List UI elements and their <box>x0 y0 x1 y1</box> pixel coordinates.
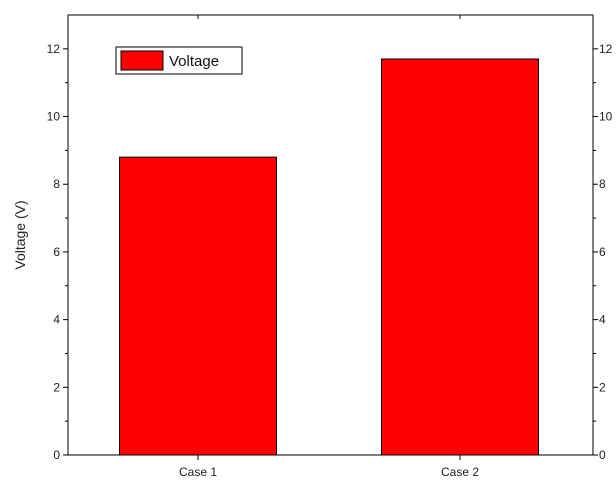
legend: Voltage <box>115 46 243 75</box>
right-tick-label: 2 <box>599 380 606 394</box>
right-axis-ticks: 0 2 4 6 8 10 12 <box>593 42 613 462</box>
legend-swatch <box>120 50 164 71</box>
left-tick-label: 4 <box>53 313 60 327</box>
left-tick-label: 12 <box>47 42 61 56</box>
left-tick-label: 8 <box>53 177 60 191</box>
right-tick-label: 12 <box>599 42 613 56</box>
right-tick-label: 4 <box>599 313 606 327</box>
right-tick-label: 0 <box>599 448 606 462</box>
minor-ticks <box>65 82 596 422</box>
legend-label: Voltage <box>169 53 219 70</box>
x-tick-label: Case 1 <box>179 465 217 479</box>
bar-case-1 <box>119 156 277 456</box>
left-tick-label: 2 <box>53 380 60 394</box>
x-axis-ticks: Case 1 Case 2 <box>179 15 479 479</box>
x-tick-label: Case 2 <box>441 465 479 479</box>
bars-group <box>119 58 539 456</box>
bar-case-2 <box>381 58 539 456</box>
plot-frame <box>67 14 594 456</box>
left-axis-ticks: 0 2 4 6 8 10 12 <box>47 42 68 462</box>
right-tick-label: 10 <box>599 110 613 124</box>
right-tick-label: 8 <box>599 177 606 191</box>
left-tick-label: 0 <box>53 448 60 462</box>
right-tick-label: 6 <box>599 245 606 259</box>
y-axis-title: Voltage (V) <box>12 200 28 269</box>
left-tick-label: 6 <box>53 245 60 259</box>
left-tick-label: 10 <box>47 110 61 124</box>
